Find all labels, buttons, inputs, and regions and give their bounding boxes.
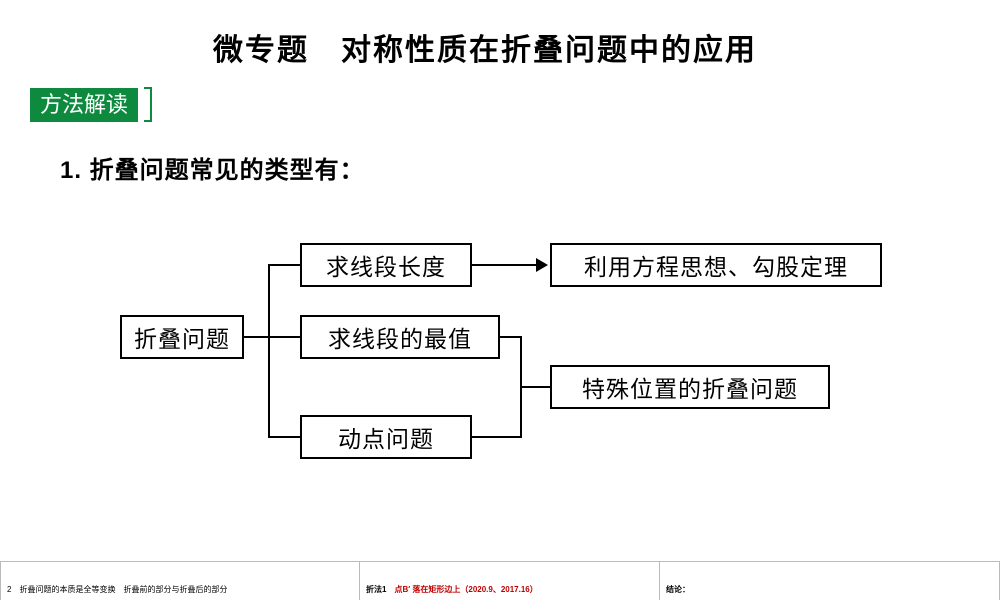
connector <box>244 336 268 338</box>
node-branch1: 求线段长度 <box>300 243 472 287</box>
connector <box>268 336 300 338</box>
thumb-2-label: 折法1 <box>366 585 386 594</box>
thumbnail-strip: 2 折叠问题的本质是全等变换 折叠前的部分与折叠后的部分 折法1 点B′ 落在矩… <box>0 560 1000 600</box>
tag-outline-decor <box>144 87 152 122</box>
node-root: 折叠问题 <box>120 315 244 359</box>
thumb-3-text: 结论： <box>666 585 690 594</box>
section-subtitle: 1. 折叠问题常见的类型有： <box>60 150 940 185</box>
thumb-2-red: 点B′ 落在矩形边上（2020.9、2017.16） <box>386 585 537 594</box>
connector <box>268 264 270 438</box>
thumb-2[interactable]: 折法1 点B′ 落在矩形边上（2020.9、2017.16） <box>360 561 660 600</box>
node-branch3: 动点问题 <box>300 415 472 459</box>
connector <box>268 436 300 438</box>
method-tag-wrap: 方法解读 <box>30 87 940 122</box>
thumb-3[interactable]: 结论： <box>660 561 1000 600</box>
connector-arrow <box>472 264 538 266</box>
connector <box>268 264 300 266</box>
thumb-1-text: 2 折叠问题的本质是全等变换 折叠前的部分与折叠后的部分 <box>7 585 227 594</box>
method-tag: 方法解读 <box>30 88 144 122</box>
page-title: 微专题 对称性质在折叠问题中的应用 <box>30 25 940 69</box>
node-branch2: 求线段的最值 <box>300 315 500 359</box>
thumb-1[interactable]: 2 折叠问题的本质是全等变换 折叠前的部分与折叠后的部分 <box>0 561 360 600</box>
arrow-head-icon <box>536 258 548 272</box>
connector <box>472 436 520 438</box>
slide: 微专题 对称性质在折叠问题中的应用 方法解读 1. 折叠问题常见的类型有： 折叠… <box>0 0 1000 560</box>
node-branch1-detail: 利用方程思想、勾股定理 <box>550 243 882 287</box>
connector <box>500 336 520 338</box>
connector <box>520 386 550 388</box>
flow-diagram: 折叠问题 求线段长度 利用方程思想、勾股定理 求线段的最值 动点问题 特殊位置的… <box>90 225 960 465</box>
node-merge-detail: 特殊位置的折叠问题 <box>550 365 830 409</box>
